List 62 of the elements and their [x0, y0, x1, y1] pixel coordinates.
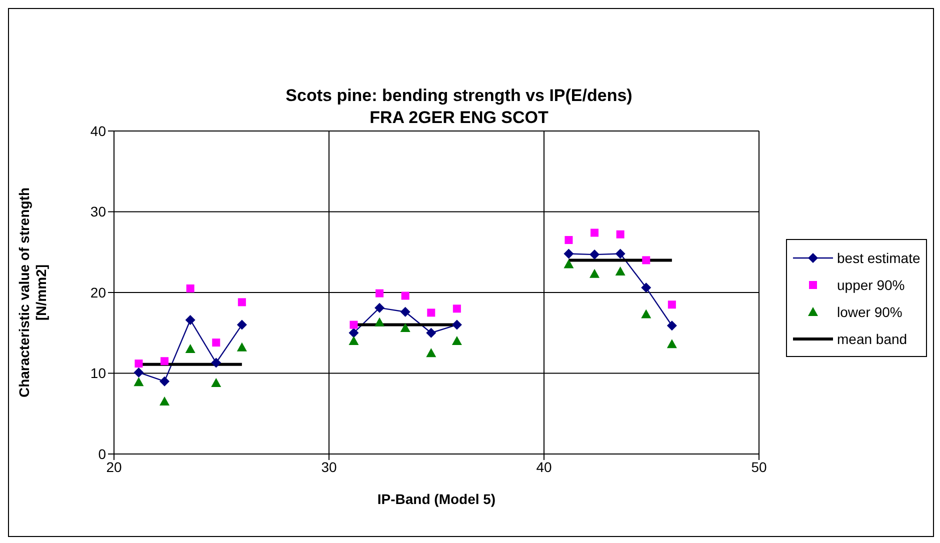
point — [348, 336, 359, 345]
point — [400, 306, 410, 317]
point — [401, 292, 410, 300]
point — [426, 348, 436, 358]
point — [374, 317, 385, 326]
point — [641, 309, 652, 318]
chart-title: Scots pine: bending strength vs IP(E/dens) — [284, 85, 634, 107]
point — [641, 282, 652, 293]
x-tick-label: 30 — [321, 458, 337, 475]
legend-label: lower 90% — [837, 304, 902, 320]
y-axis-title: Characteristic value of strength [N/mm2] — [16, 187, 49, 398]
point — [452, 336, 462, 345]
point — [590, 228, 599, 237]
point — [185, 314, 196, 325]
point — [134, 377, 144, 386]
point — [374, 302, 385, 313]
chart-subtitle: FRA 2GER ENG SCOT — [368, 107, 550, 129]
point — [564, 248, 574, 259]
point — [185, 344, 196, 354]
x-axis-title: IP-Band (Model 5) — [377, 491, 496, 507]
legend-label: mean band — [837, 330, 908, 346]
point — [400, 323, 410, 332]
y-tick-label: 40 — [90, 122, 106, 139]
point — [590, 250, 600, 260]
point — [452, 304, 461, 313]
point — [238, 298, 246, 306]
point — [186, 284, 194, 292]
point — [376, 289, 384, 298]
point — [615, 266, 626, 276]
point — [666, 320, 677, 331]
point — [590, 268, 600, 278]
y-tick-label: 10 — [90, 365, 106, 382]
y-tick-label: 30 — [90, 204, 106, 220]
point — [236, 320, 247, 330]
point — [160, 396, 170, 406]
point — [134, 360, 143, 368]
legend-label: best estimate — [837, 250, 920, 266]
point — [160, 376, 170, 386]
point — [211, 358, 222, 368]
x-tick-label: 20 — [106, 458, 122, 475]
point — [616, 230, 624, 238]
point — [666, 339, 677, 348]
point — [212, 338, 220, 347]
point — [564, 236, 573, 244]
point — [134, 367, 144, 378]
point — [160, 357, 169, 366]
point — [236, 342, 247, 352]
point — [564, 259, 574, 268]
point — [668, 300, 676, 309]
point — [348, 328, 359, 338]
point — [211, 378, 222, 387]
legend-label: upper 90% — [837, 276, 905, 292]
point — [350, 320, 358, 329]
point — [427, 308, 436, 317]
x-tick-label: 50 — [751, 458, 767, 475]
point — [642, 256, 650, 264]
point — [615, 248, 626, 259]
y-tick-label: 0 — [98, 446, 106, 462]
point — [426, 328, 436, 338]
point — [452, 320, 462, 330]
x-tick-label: 40 — [536, 458, 552, 475]
y-tick-label: 20 — [90, 284, 106, 300]
